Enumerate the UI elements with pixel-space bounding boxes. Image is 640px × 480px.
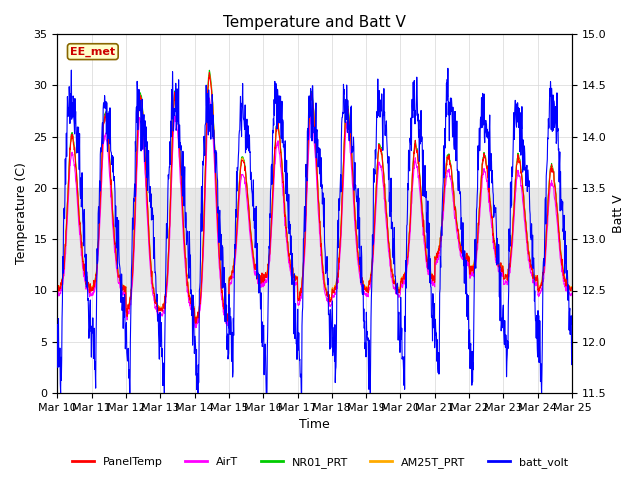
Text: EE_met: EE_met — [70, 47, 115, 57]
Bar — [58, 188, 572, 290]
Legend: PanelTemp, AirT, NR01_PRT, AM25T_PRT, batt_volt: PanelTemp, AirT, NR01_PRT, AM25T_PRT, ba… — [68, 452, 572, 472]
Title: Temperature and Batt V: Temperature and Batt V — [223, 15, 406, 30]
X-axis label: Time: Time — [300, 419, 330, 432]
Y-axis label: Temperature (C): Temperature (C) — [15, 163, 28, 264]
Y-axis label: Batt V: Batt V — [612, 194, 625, 233]
